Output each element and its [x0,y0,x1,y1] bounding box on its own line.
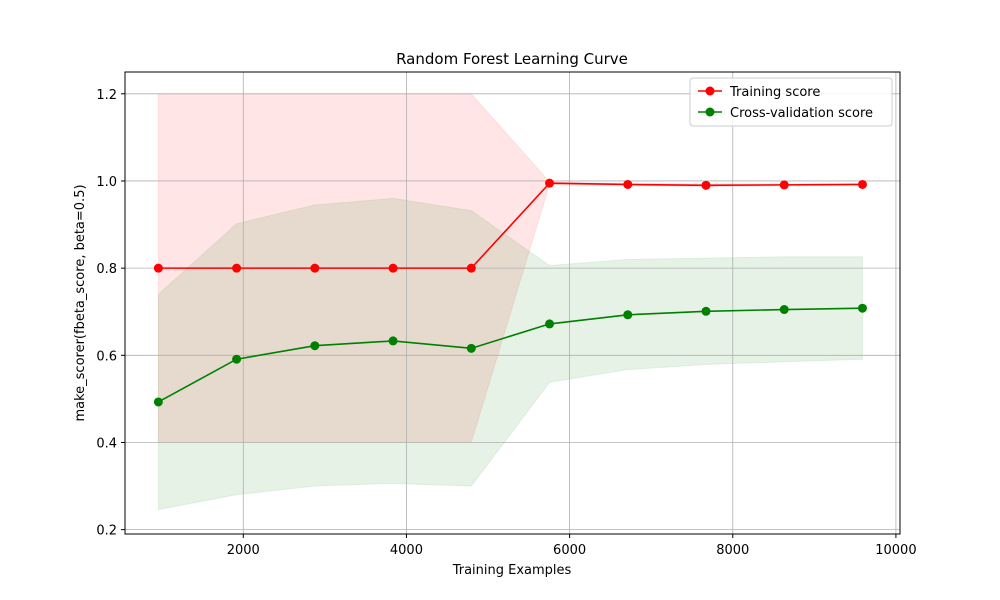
point-cross-validation [857,303,867,313]
point-cross-validation [623,310,633,320]
legend-marker-cross-validation [705,107,715,117]
x-tick-label: 8000 [716,543,749,558]
y-tick-label: 0.6 [96,349,117,364]
x-axis-title: Training Examples [452,563,572,578]
x-tick-label: 4000 [390,543,423,558]
point-cross-validation [701,306,711,316]
legend-label-cross-validation: Cross-validation score [730,106,873,121]
point-cross-validation [466,343,476,353]
y-tick-label: 0.8 [96,262,117,277]
point-training [388,263,398,273]
point-cross-validation [232,354,242,364]
point-training [232,263,242,273]
legend-marker-training [705,86,715,96]
legend-label-training: Training score [729,85,820,100]
y-tick-label: 1.2 [96,88,117,103]
x-tick-label: 2000 [227,543,260,558]
line-training [158,182,863,269]
point-training [701,180,711,190]
point-training [310,263,320,273]
series-lines [157,182,863,403]
plot-area-frame [124,71,901,535]
point-cross-validation [388,336,398,346]
point-cross-validation [153,397,163,407]
legend: Training score Cross-validation score [689,77,893,127]
line-cross-validation [157,307,863,403]
point-cross-validation [779,305,789,315]
series-points [153,178,867,407]
y-tick-label: 0.2 [96,524,117,539]
point-training [857,179,867,189]
band-cross-validation [157,197,863,511]
x-tick-label: 6000 [553,543,586,558]
legend-box [689,77,893,127]
axis-ticks: 2000 4000 6000 8000 10000 0.2 0.4 0.6 0.8 1.0 1.2 [96,88,916,558]
confidence-bands [157,93,863,511]
point-training [545,178,555,188]
chart-title: Random Forest Learning Curve [396,50,628,68]
point-cross-validation [310,341,320,351]
y-axis-title: make_scorer(fbeta_score, beta=0.5) [73,184,88,421]
point-training [466,263,476,273]
point-training [153,263,163,273]
point-training [623,179,633,189]
point-cross-validation [545,319,555,329]
y-tick-label: 0.4 [96,436,117,451]
x-tick-label: 10000 [875,543,916,558]
point-training [779,180,789,190]
y-tick-label: 1.0 [96,175,117,190]
